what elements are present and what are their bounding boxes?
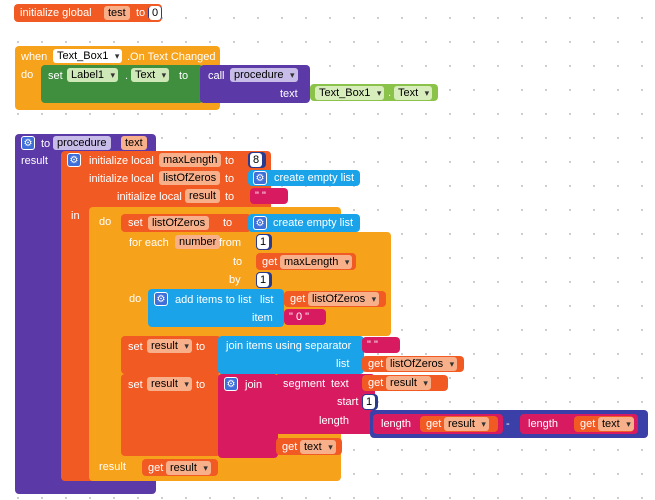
- init-local-label: initialize local: [117, 191, 182, 203]
- set-to: to: [179, 70, 189, 82]
- set-keyword: set: [48, 70, 63, 82]
- init-local-in: in: [71, 210, 80, 222]
- set-listofzeros-block[interactable]: set listOfZeros to: [121, 214, 251, 232]
- call-arg-label: text: [280, 88, 298, 100]
- empty-text-block[interactable]: " ": [250, 188, 288, 204]
- get-text[interactable]: get text: [276, 438, 342, 455]
- set-result-segment-block[interactable]: set result to: [121, 374, 221, 456]
- local-var-result[interactable]: result: [185, 189, 220, 203]
- set-result-join-block[interactable]: set result to: [121, 336, 221, 374]
- zero-text-block[interactable]: " 0 ": [284, 309, 326, 325]
- start-number[interactable]: 1: [362, 394, 378, 410]
- set-target-select[interactable]: Label1: [67, 68, 119, 82]
- from-number[interactable]: 1: [256, 234, 272, 250]
- join-block[interactable]: ⚙ join: [218, 374, 278, 458]
- local-var-listofzeros[interactable]: listOfZeros: [159, 171, 221, 185]
- separator-text-block[interactable]: " ": [362, 337, 400, 353]
- gear-icon[interactable]: ⚙: [67, 153, 81, 167]
- set-label-block[interactable]: set Label1 . Text to: [41, 65, 203, 103]
- do-label: do: [99, 216, 112, 228]
- global-var-name[interactable]: test: [104, 6, 130, 20]
- global-var-to: to: [136, 7, 146, 19]
- call-keyword: call: [208, 70, 225, 82]
- global-var-label: initialize global: [20, 7, 92, 19]
- gear-icon[interactable]: ⚙: [154, 292, 168, 306]
- get-maxlength[interactable]: get maxLength: [256, 253, 356, 270]
- set-var-listofzeros[interactable]: listOfZeros: [148, 216, 210, 230]
- local-var-maxlength[interactable]: maxLength: [159, 153, 222, 167]
- global-var-value[interactable]: 0: [149, 6, 162, 20]
- proc-name[interactable]: procedure: [53, 136, 111, 150]
- gear-icon[interactable]: ⚙: [224, 377, 238, 391]
- proc-to: to: [41, 138, 51, 150]
- join-items-block[interactable]: join items using separator list: [218, 336, 364, 374]
- arg-prop-select[interactable]: Text: [394, 86, 433, 100]
- loop-var[interactable]: number: [175, 235, 221, 249]
- get-text[interactable]: get text: [574, 416, 634, 432]
- event-do: do: [21, 69, 34, 81]
- create-empty-list-block[interactable]: ⚙ create empty list: [248, 170, 360, 186]
- get-result[interactable]: get result: [142, 459, 218, 476]
- proc-param[interactable]: text: [121, 136, 147, 150]
- init-local-label: initialize local: [89, 155, 154, 167]
- event-when: when: [21, 51, 48, 63]
- proc-result-label: result: [21, 155, 48, 167]
- get-result[interactable]: get result: [362, 375, 448, 391]
- call-procedure-block[interactable]: call procedure text: [200, 65, 310, 103]
- global-var-block[interactable]: initialize global test to 0: [14, 4, 162, 22]
- get-listofzeros[interactable]: get listOfZeros: [362, 356, 464, 372]
- textbox-text-getter[interactable]: Text_Box1 . Text: [310, 84, 438, 101]
- gear-icon[interactable]: ⚙: [21, 136, 35, 150]
- max-length-number[interactable]: 8: [248, 152, 266, 168]
- segment-block[interactable]: segment text start length: [275, 374, 375, 434]
- set-prop-select[interactable]: Text: [131, 68, 170, 82]
- call-procedure-select[interactable]: procedure: [230, 68, 298, 82]
- get-result[interactable]: get result: [420, 416, 498, 432]
- event-name: .On Text Changed: [127, 51, 216, 63]
- get-listofzeros[interactable]: get listOfZeros: [284, 291, 386, 307]
- arg-component-select[interactable]: Text_Box1: [315, 86, 385, 100]
- init-local-label: initialize local: [89, 173, 154, 185]
- gear-icon[interactable]: ⚙: [253, 171, 267, 185]
- add-items-block[interactable]: ⚙ add items to list list item: [148, 289, 284, 327]
- by-number[interactable]: 1: [256, 272, 272, 288]
- do-result-label: result: [99, 461, 126, 473]
- gear-icon[interactable]: ⚙: [253, 216, 267, 230]
- event-component-select[interactable]: Text_Box1: [53, 49, 123, 63]
- create-empty-list-block[interactable]: ⚙ create empty list: [248, 214, 360, 232]
